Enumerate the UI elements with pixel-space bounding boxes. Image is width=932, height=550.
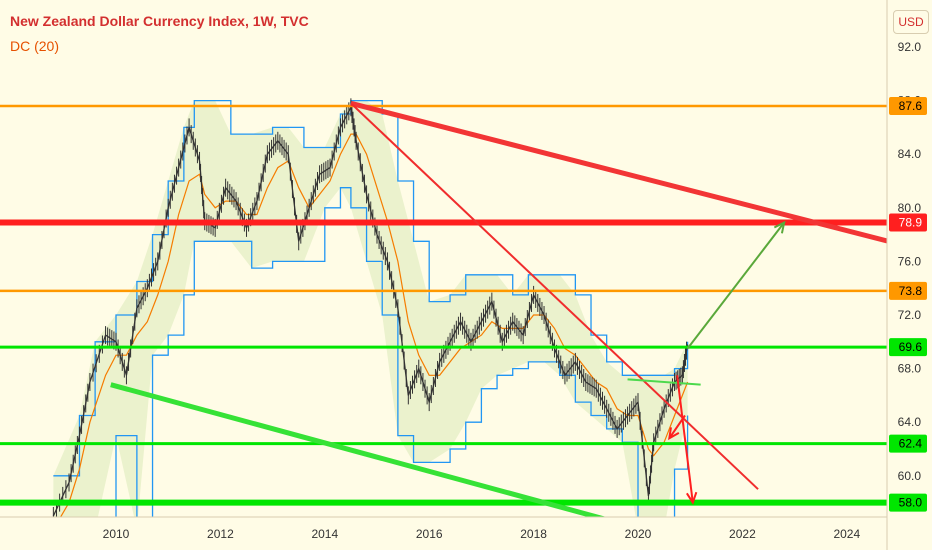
y-tick-label: 68.0 [898, 362, 922, 376]
y-tick-label: 60.0 [898, 469, 922, 483]
level-price-badge [889, 213, 927, 232]
trendline[interactable] [110, 382, 633, 527]
arrow-head [686, 491, 698, 505]
x-tick-label: 2012 [207, 527, 234, 541]
level-price-label: 78.9 [899, 216, 923, 230]
level-price-label: 69.6 [899, 340, 923, 354]
y-tick-label: 72.0 [898, 308, 922, 322]
x-tick-label: 2024 [833, 527, 860, 541]
level-price-label: 73.8 [899, 284, 923, 298]
level-price-label: 58.0 [899, 496, 923, 510]
y-tick-label: 92.0 [898, 40, 922, 54]
level-price-badge [889, 96, 927, 115]
currency-button[interactable]: USD [893, 10, 929, 34]
arrow-head [668, 427, 680, 441]
channel-basis-line [59, 133, 689, 517]
chart-title: New Zealand Dollar Currency Index, 1W, T… [10, 13, 309, 29]
y-tick-label: 76.0 [898, 254, 922, 268]
y-tick-label: 80.0 [898, 201, 922, 215]
trendline[interactable] [350, 102, 759, 490]
y-tick-label: 64.0 [898, 415, 922, 429]
forecast-arrow[interactable] [668, 414, 686, 439]
trendline[interactable] [627, 378, 701, 386]
x-tick-label: 2014 [311, 527, 338, 541]
channel-lower-line [115, 187, 689, 517]
arrow-head [773, 220, 786, 234]
channel-fill [53, 100, 688, 517]
forecast-arrow[interactable] [676, 375, 694, 503]
level-price-badge [889, 434, 927, 453]
x-tick-label: 2016 [416, 527, 443, 541]
trendline[interactable] [350, 100, 925, 250]
y-tick-label: 84.0 [898, 147, 922, 161]
level-price-badge [889, 493, 927, 512]
level-price-badge [889, 338, 927, 357]
channel-upper-line [53, 99, 689, 477]
indicator-label[interactable]: DC (20) [10, 38, 60, 54]
level-price-label: 62.4 [899, 437, 923, 451]
x-tick-label: 2020 [625, 527, 652, 541]
x-tick-label: 2018 [520, 527, 547, 541]
x-tick-label: 2010 [103, 527, 130, 541]
x-tick-label: 2022 [729, 527, 756, 541]
level-price-label: 87.6 [899, 99, 923, 113]
level-price-badge [889, 281, 927, 300]
forecast-arrow[interactable] [686, 221, 785, 350]
